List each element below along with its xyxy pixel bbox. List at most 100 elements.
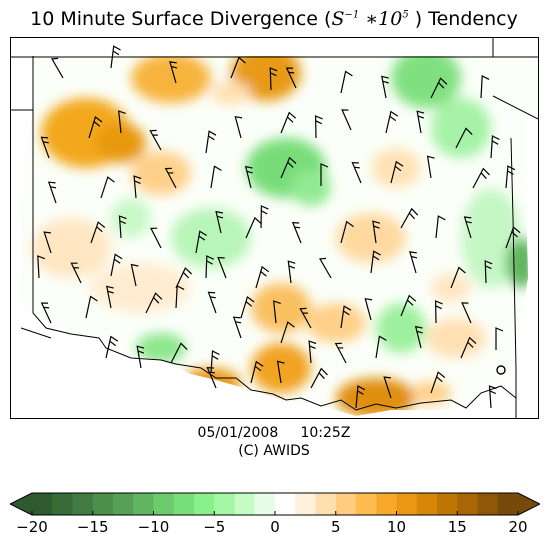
wind-barb bbox=[280, 111, 297, 134]
wind-barb bbox=[207, 291, 217, 314]
wind-barb bbox=[341, 109, 352, 131]
wind-barb bbox=[210, 165, 222, 189]
colorbar-cell bbox=[234, 493, 256, 515]
wind-barb bbox=[130, 263, 139, 287]
wind-barb bbox=[43, 231, 52, 254]
wind-barb bbox=[232, 316, 242, 339]
colorbar-cell bbox=[335, 493, 357, 515]
wind-barb bbox=[364, 297, 373, 321]
wind-barb bbox=[381, 75, 389, 99]
wind-barb bbox=[210, 350, 220, 374]
wind-barb bbox=[169, 61, 178, 84]
wind-barb bbox=[240, 296, 255, 319]
wind-barb bbox=[355, 385, 366, 409]
wind-barb bbox=[88, 116, 103, 139]
wind-barb bbox=[164, 167, 177, 189]
colorbar-cell bbox=[275, 493, 296, 515]
colorbar-cell bbox=[457, 493, 478, 515]
colorbar-cell bbox=[113, 493, 134, 515]
colorbar-min-extend bbox=[10, 493, 32, 515]
wind-barb bbox=[460, 336, 477, 359]
wind-barb bbox=[245, 216, 262, 239]
wind-barb bbox=[37, 255, 46, 279]
wind-barb bbox=[400, 207, 419, 229]
colorbar-cell bbox=[497, 493, 519, 515]
wind-barb bbox=[110, 45, 121, 69]
wind-barb bbox=[351, 162, 362, 184]
colorbar-tick-label: −20 bbox=[16, 518, 48, 536]
wind-barb bbox=[450, 266, 466, 289]
title-prefix: 10 Minute Surface Divergence ( bbox=[30, 8, 332, 30]
wind-barb bbox=[215, 210, 224, 234]
colorbar-cell bbox=[315, 493, 337, 515]
timestamp-label: 05/01/2008 10:25Z bbox=[197, 425, 351, 441]
wind-barb bbox=[110, 253, 123, 277]
wind-barb bbox=[244, 165, 253, 189]
wind-barb bbox=[217, 256, 227, 279]
wind-barb bbox=[273, 300, 281, 324]
colorbar-cell bbox=[437, 493, 458, 515]
wind-barb bbox=[385, 110, 399, 134]
map-title: 10 Minute Surface Divergence (S−1 ∗105 )… bbox=[0, 8, 548, 30]
wind-barb bbox=[280, 321, 295, 344]
wind-barb bbox=[291, 221, 302, 244]
state-boundaries bbox=[11, 38, 538, 418]
wind-barb bbox=[434, 300, 443, 324]
colorbar-tick-label: −5 bbox=[203, 518, 226, 536]
wind-barb bbox=[205, 255, 215, 279]
colorbar-cell bbox=[153, 493, 175, 515]
wind-barb bbox=[340, 220, 354, 244]
title-exponent: 5 bbox=[402, 9, 409, 21]
wind-barb bbox=[414, 325, 423, 349]
colorbar-cell bbox=[416, 493, 438, 515]
colorbar-cell bbox=[396, 493, 418, 515]
wind-barb bbox=[461, 302, 472, 324]
wind-barb bbox=[118, 110, 126, 134]
wind-barb bbox=[334, 342, 347, 364]
colorbar-cell bbox=[254, 493, 276, 515]
colorbar-tick-label: 0 bbox=[270, 518, 280, 536]
colorbar-tick-label: −10 bbox=[137, 518, 170, 536]
colorbar-cell bbox=[214, 493, 235, 515]
wind-barb bbox=[234, 115, 243, 139]
wind-barb bbox=[150, 227, 162, 249]
wind-barb bbox=[370, 250, 381, 274]
wind-barb bbox=[287, 260, 296, 284]
wind-barb bbox=[472, 167, 490, 189]
wind-barb bbox=[455, 127, 473, 149]
wind-barb bbox=[145, 292, 163, 314]
credit-label: (C) AWIDS bbox=[238, 443, 310, 459]
wind-barb bbox=[105, 335, 119, 359]
colorbar-cell bbox=[356, 493, 377, 515]
colorbar-tick-label: 10 bbox=[386, 518, 407, 536]
wind-barb bbox=[490, 135, 500, 159]
wind-barb bbox=[230, 56, 246, 79]
wind-barb bbox=[426, 155, 435, 179]
wind-barb bbox=[285, 67, 297, 89]
wind-barb bbox=[260, 205, 269, 229]
wind-barb bbox=[390, 160, 404, 184]
wind-barb bbox=[383, 376, 392, 399]
map-panel bbox=[10, 37, 539, 419]
colorbar-cell bbox=[194, 493, 215, 515]
wind-barb bbox=[488, 385, 497, 409]
wind-barb bbox=[299, 307, 312, 329]
divergence-field bbox=[21, 56, 536, 416]
wind-barb bbox=[314, 115, 323, 139]
wind-barb bbox=[51, 57, 64, 79]
wind-barb bbox=[47, 181, 57, 204]
calm-wind-marker bbox=[496, 365, 506, 375]
wind-barb bbox=[435, 215, 446, 239]
wind-barb bbox=[280, 156, 297, 179]
wind-barb bbox=[175, 285, 185, 309]
colorbar-cell bbox=[376, 493, 397, 515]
colorbar-cell bbox=[295, 493, 316, 515]
wind-barb bbox=[310, 367, 328, 389]
wind-barb bbox=[430, 77, 448, 99]
wind-barb bbox=[319, 257, 332, 279]
wind-barb bbox=[195, 230, 208, 254]
wind-barb bbox=[106, 285, 114, 309]
wind-barb bbox=[340, 305, 352, 329]
wind-barb bbox=[269, 67, 278, 91]
wind-barb bbox=[205, 130, 217, 154]
